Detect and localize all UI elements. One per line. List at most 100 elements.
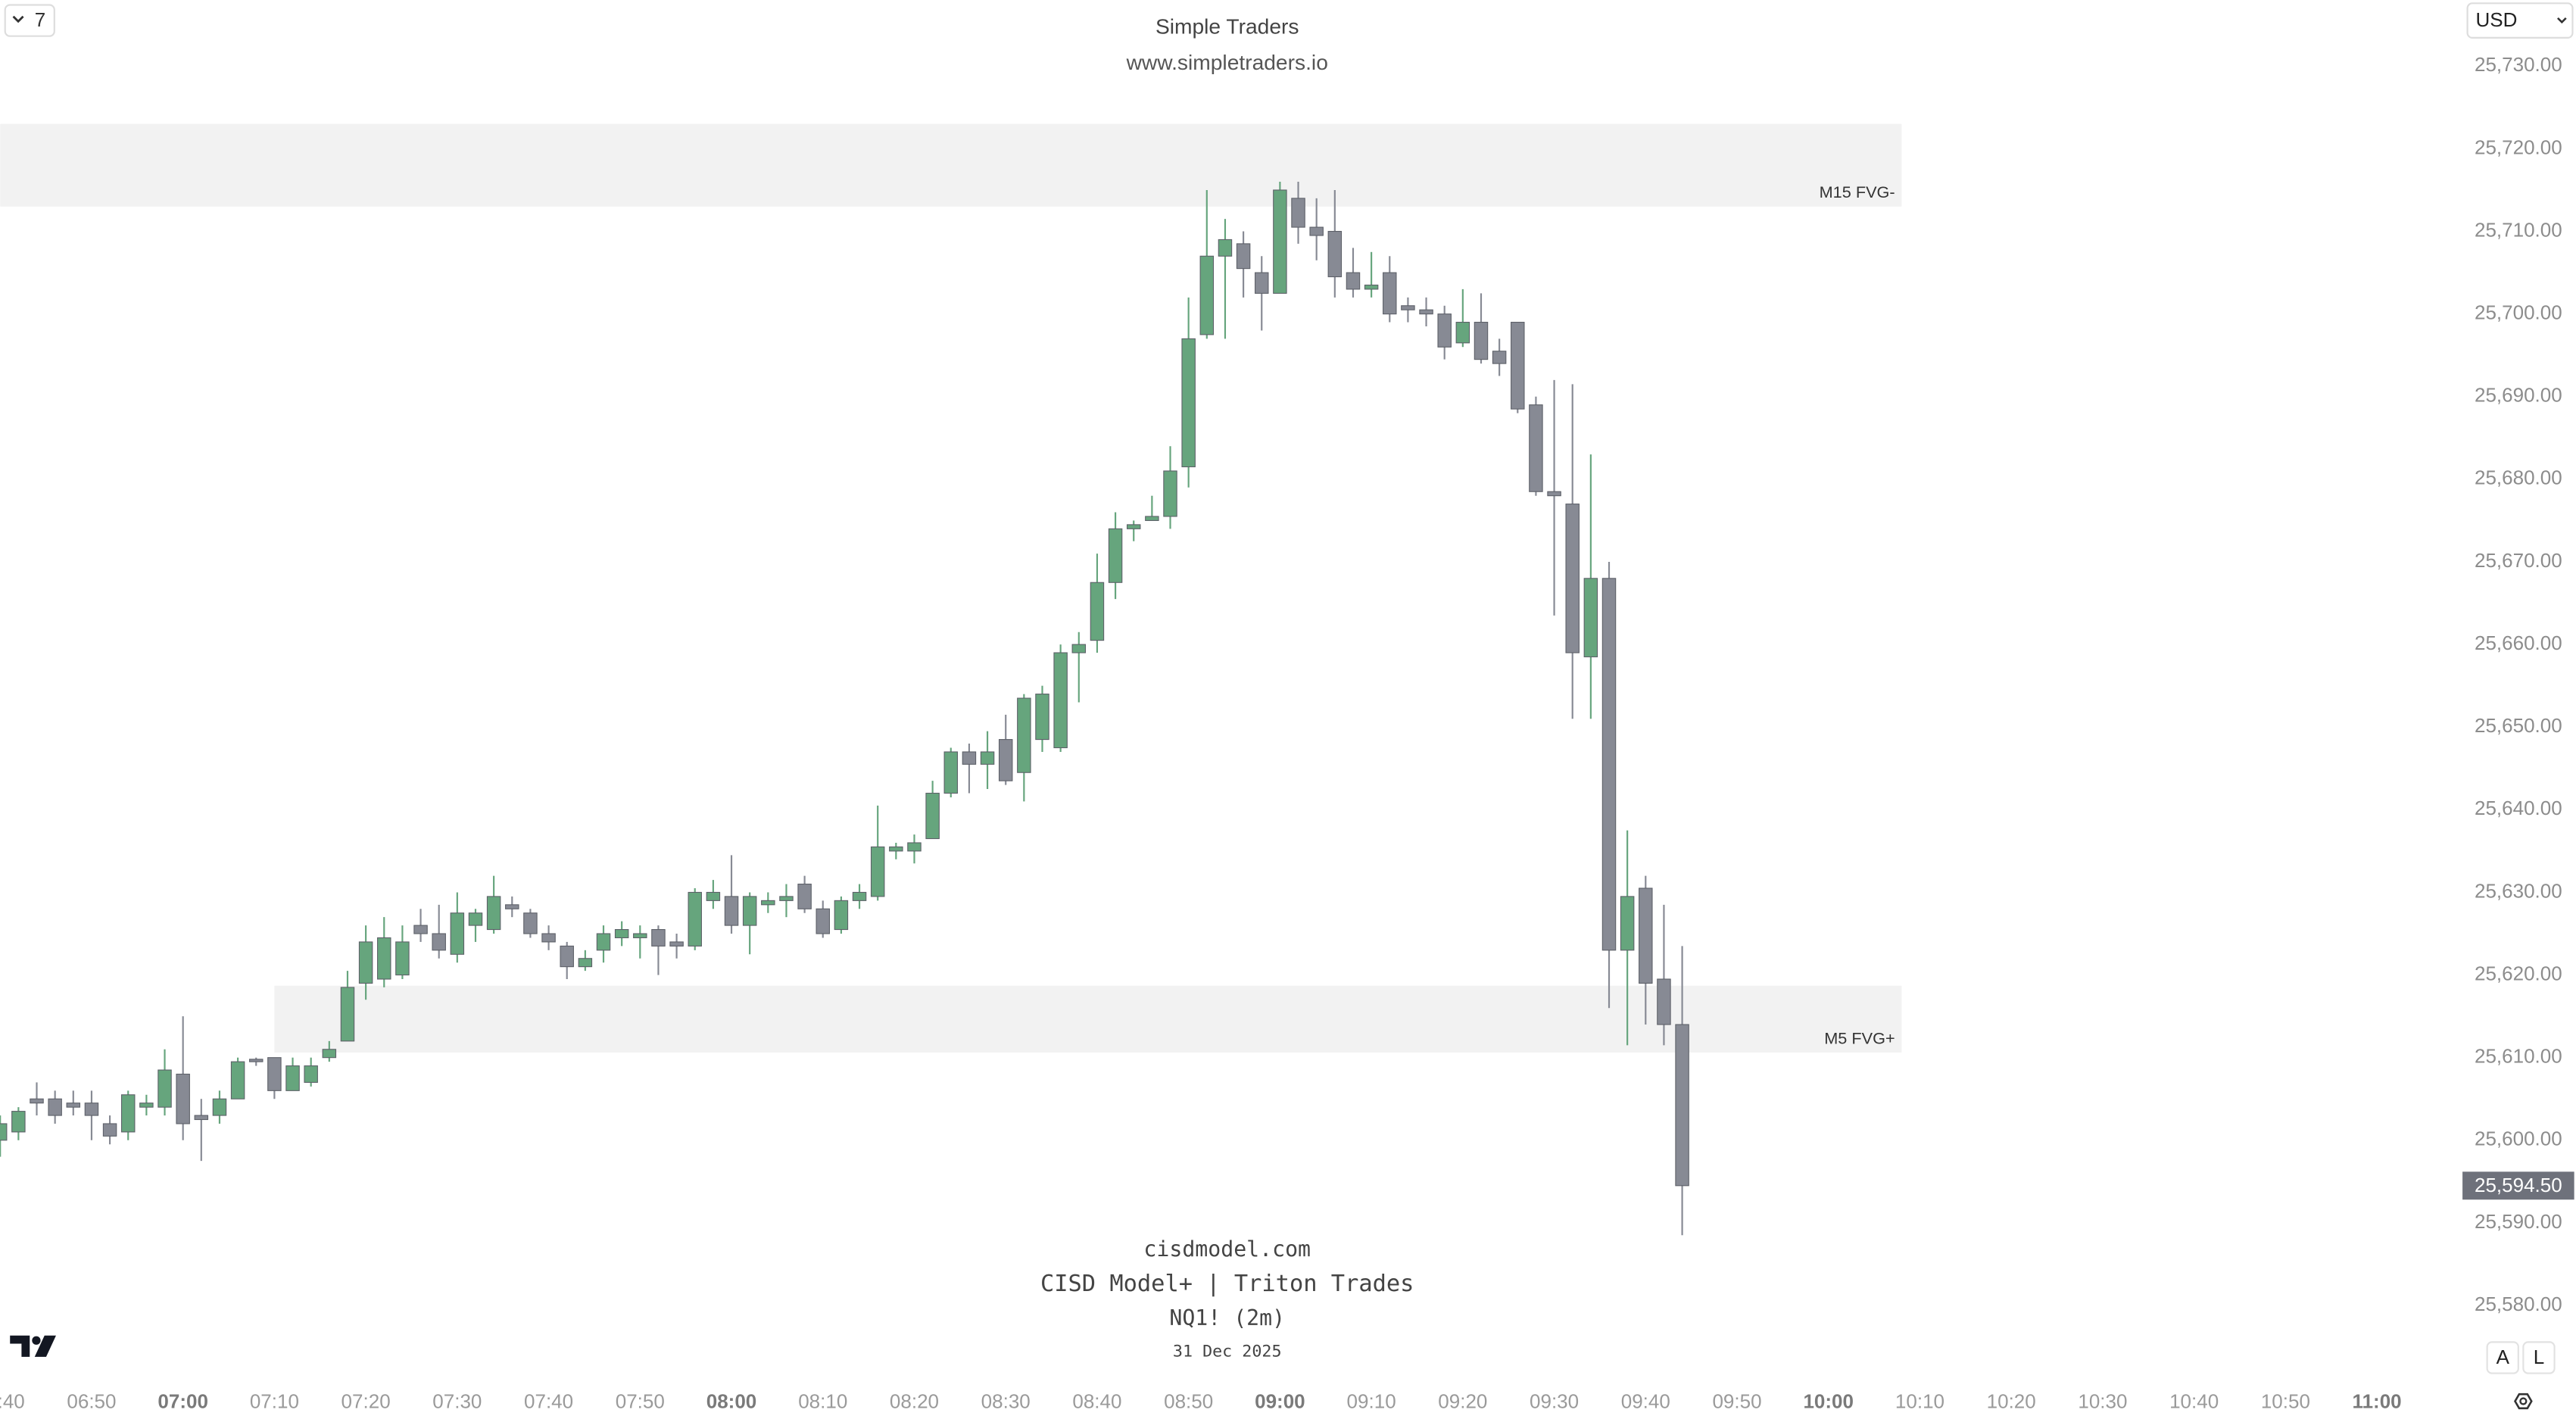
candle-body <box>468 912 483 926</box>
tradingview-logo <box>10 1335 56 1357</box>
candle-body <box>523 912 538 934</box>
candle-body <box>432 933 446 951</box>
candle-body <box>1291 198 1305 228</box>
logo-part <box>32 1336 41 1345</box>
candle-body <box>797 883 812 909</box>
candle-body <box>285 1065 300 1091</box>
candle-body <box>1053 652 1068 749</box>
x-tick-label: 08:10 <box>798 1390 847 1413</box>
candle-body <box>1364 284 1379 290</box>
y-tick-label: 25,580.00 <box>2475 1293 2562 1315</box>
x-tick-label: 08:50 <box>1164 1390 1213 1413</box>
x-tick-label: 10:40 <box>2169 1390 2219 1413</box>
candle-body <box>1163 470 1177 517</box>
y-tick-label: 25,630.00 <box>2475 879 2562 902</box>
candle-body <box>1511 322 1525 410</box>
log-scale-button[interactable]: L <box>2522 1341 2556 1374</box>
candle-body <box>212 1098 227 1116</box>
x-tick-label: 07:20 <box>341 1390 391 1413</box>
currency-label: USD <box>2475 8 2517 31</box>
candle-body <box>1474 322 1489 360</box>
watermark-line: CISD Model+ | Triton Trades <box>1040 1271 1414 1297</box>
x-tick-label: 11:00 <box>2353 1390 2402 1413</box>
y-tick-label: 25,600.00 <box>2475 1127 2562 1150</box>
watermark-line: cisdmodel.com <box>1143 1237 1311 1262</box>
x-tick-label: 07:30 <box>432 1390 482 1413</box>
interval-label: 7 <box>35 8 45 31</box>
x-tick-label: 09:40 <box>1621 1390 1670 1413</box>
candle-body <box>1218 239 1233 257</box>
button-frame <box>2522 1341 2556 1374</box>
settings-button[interactable] <box>2514 1393 2533 1410</box>
candle-body <box>1620 896 1635 951</box>
candle-body <box>230 1061 245 1099</box>
candle-body <box>304 1065 318 1083</box>
candle-body <box>651 929 666 947</box>
x-tick-label: 10:20 <box>1987 1390 2036 1413</box>
candle-body <box>541 933 556 943</box>
candle-body <box>249 1059 264 1062</box>
gear-hub <box>2519 1397 2528 1405</box>
x-tick-label: 07:50 <box>616 1390 665 1413</box>
candle-body <box>998 739 1013 781</box>
candle-body <box>340 987 355 1042</box>
candles <box>0 182 1689 1236</box>
x-tick-label: 10:50 <box>2261 1390 2310 1413</box>
interval-button[interactable]: 7 <box>4 4 55 37</box>
last-price-label: 25,594.50 <box>2475 1174 2562 1196</box>
button-frame <box>2486 1341 2519 1374</box>
candle-body <box>688 891 702 947</box>
candle-body <box>322 1049 337 1059</box>
x-tick-label: 08:20 <box>890 1390 939 1413</box>
axes: 25,580.00 25,590.00 25,600.00 25,610.00 25,6… <box>0 53 2574 1413</box>
candle-body <box>925 792 940 840</box>
candle-body <box>852 891 867 901</box>
candle-body <box>816 908 830 934</box>
candle-body <box>11 1111 26 1133</box>
candle-body <box>1565 504 1580 653</box>
x-tick-label: 09:20 <box>1438 1390 1487 1413</box>
candle-body <box>1181 338 1196 468</box>
candle-body <box>761 900 775 906</box>
candle-body <box>1529 404 1543 492</box>
candle-body <box>779 896 794 901</box>
y-tick-label: 25,710.00 <box>2475 218 2562 241</box>
candle-body <box>980 751 995 765</box>
candle-body <box>450 912 465 955</box>
y-tick-label: 25,610.00 <box>2475 1045 2562 1068</box>
candle-body <box>742 896 757 926</box>
candle-body <box>578 958 593 968</box>
x-tick-label: 10:00 <box>1803 1390 1854 1413</box>
candle-body <box>1601 578 1617 951</box>
candle-body <box>1126 524 1141 529</box>
candle-body <box>84 1103 99 1116</box>
y-tick-label: 25,640.00 <box>2475 797 2562 819</box>
currency-button[interactable]: USD <box>2466 2 2574 39</box>
x-tick-label: 09:00 <box>1255 1390 1305 1413</box>
candle-body <box>706 891 721 901</box>
candle-body <box>1255 272 1269 294</box>
x-tick-label: 07:10 <box>250 1390 299 1413</box>
x-tick-label: 09:50 <box>1712 1390 1761 1413</box>
candle-body <box>1071 644 1087 653</box>
candle-body <box>139 1103 154 1108</box>
auto-scale-button[interactable]: A <box>2486 1341 2519 1374</box>
logo-part <box>34 1335 56 1357</box>
zones: M15 FVG- M5 FVG+ <box>0 123 1902 1053</box>
candle-body <box>1145 516 1159 521</box>
chevron-icon <box>12 15 24 23</box>
candle-body <box>1437 313 1452 348</box>
candle-body <box>1327 230 1343 278</box>
x-tick-label: 09:10 <box>1347 1390 1396 1413</box>
y-tick-label: 25,670.00 <box>2475 549 2562 572</box>
candle-body <box>614 929 629 939</box>
candle-body <box>102 1123 117 1137</box>
candle-body <box>834 900 849 931</box>
candle-body <box>1199 255 1215 335</box>
candle-body <box>1346 272 1361 290</box>
candle-body <box>1035 694 1049 741</box>
candle-body <box>889 846 903 852</box>
y-tick-label: 25,590.00 <box>2475 1210 2562 1233</box>
candle-body <box>1419 309 1433 315</box>
candle-body <box>120 1094 136 1133</box>
